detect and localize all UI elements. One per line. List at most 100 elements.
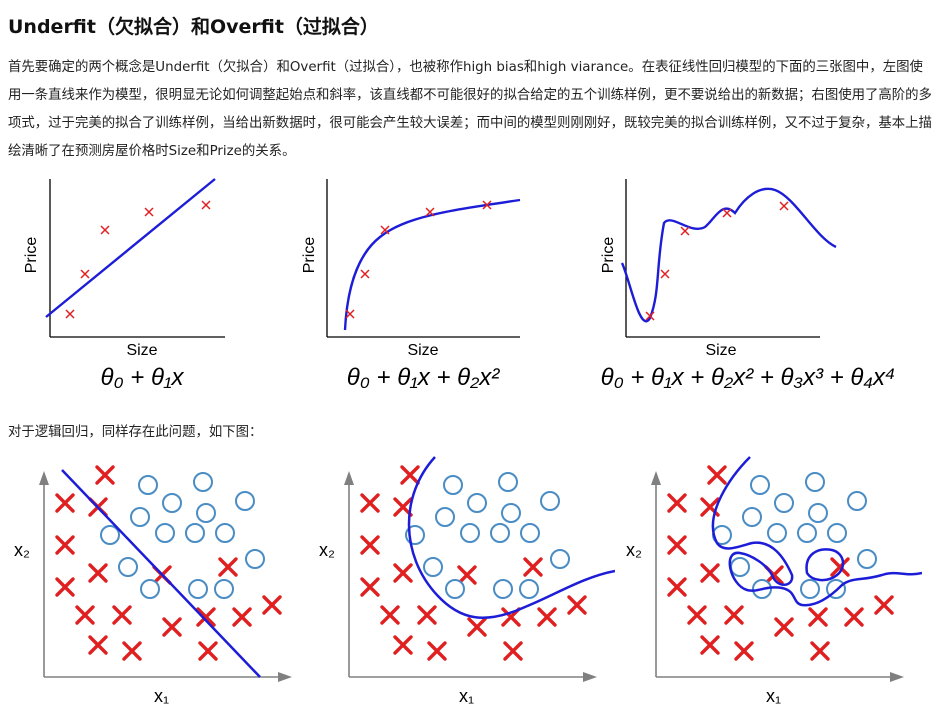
y-axis-label: Price — [600, 237, 617, 274]
class-cross-point — [75, 605, 95, 625]
training-point — [80, 269, 90, 279]
class-circle-point — [730, 557, 750, 577]
class-cross-point — [808, 607, 828, 627]
fit-curve — [343, 198, 521, 331]
x-axis-label: Size — [705, 342, 736, 359]
x-axis-label: Size — [126, 342, 157, 359]
class-circle-point — [445, 579, 465, 599]
classification-panel-overfit: x₂ x₁ — [626, 456, 922, 706]
class-circle-point — [490, 523, 510, 543]
training-point — [100, 225, 110, 235]
class-cross-point — [503, 641, 523, 661]
class-circle-point — [185, 523, 205, 543]
class-circle-point — [100, 525, 120, 545]
class-circle-point — [214, 579, 234, 599]
classification-panel-underfit: x₂ x₁ — [14, 465, 292, 706]
class-cross-point — [262, 595, 282, 615]
class-cross-point — [810, 641, 830, 661]
class-circle-point — [808, 503, 828, 523]
class-cross-point — [88, 563, 108, 583]
class-cross-point — [874, 595, 894, 615]
class-circle-point — [767, 523, 787, 543]
class-cross-point — [667, 577, 687, 597]
class-circle-point — [800, 579, 820, 599]
class-circle-point — [188, 579, 208, 599]
decision-boundary — [407, 456, 615, 619]
class-circle-point — [235, 491, 255, 511]
class-circle-point — [847, 491, 867, 511]
training-point — [779, 201, 789, 211]
training-point — [660, 269, 670, 279]
training-point — [65, 309, 75, 319]
decision-boundary — [61, 469, 261, 678]
class-cross-point — [393, 563, 413, 583]
class-circle-point — [774, 493, 794, 513]
class-cross-point — [198, 641, 218, 661]
training-point — [645, 311, 655, 321]
class-circle-point — [857, 549, 877, 569]
axes — [344, 471, 597, 682]
class-cross-point — [667, 493, 687, 513]
class-cross-point — [393, 635, 413, 655]
axes — [651, 471, 904, 682]
fit-line — [45, 178, 216, 318]
class-cross-point — [55, 535, 75, 555]
class-circle-point — [493, 579, 513, 599]
training-point — [425, 207, 435, 217]
class-cross-point — [667, 535, 687, 555]
y-axis-label: Price — [301, 237, 318, 274]
class-cross-point — [112, 605, 132, 625]
class-circle-point — [460, 523, 480, 543]
class-circle-point — [467, 493, 487, 513]
x-axis-label: Size — [407, 342, 438, 359]
class-circle-point — [519, 579, 539, 599]
class-circle-point — [435, 507, 455, 527]
class-cross-point — [687, 605, 707, 625]
y-axis-label: Price — [23, 237, 40, 274]
class-cross-point — [393, 497, 413, 517]
class-cross-point — [427, 641, 447, 661]
class-cross-point — [700, 563, 720, 583]
regression-panel-overfit: Price Size θ₀ + θ₁x + θ₂x² + θ₃x³ + θ₄x⁴ — [600, 179, 895, 391]
class-cross-point — [724, 605, 744, 625]
regression-panel-just-right: Price Size θ₀ + θ₁x + θ₂x² — [301, 179, 521, 391]
class-circle-point — [423, 557, 443, 577]
x2-axis-label: x₂ — [14, 540, 30, 560]
class-cross-point — [700, 635, 720, 655]
class-cross-point — [774, 617, 794, 637]
classification-panel-just-right: x₂ x₁ — [319, 456, 615, 706]
class-circle-point — [138, 475, 158, 495]
training-point — [360, 269, 370, 279]
class-circle-point — [196, 503, 216, 523]
class-cross-point — [457, 565, 477, 585]
x1-axis-label: x₁ — [766, 686, 781, 706]
x1-axis-label: x₁ — [154, 686, 169, 706]
class-cross-point — [95, 465, 115, 485]
regression-panel-underfit: Price Size θ₀ + θ₁x — [23, 178, 225, 391]
class-cross-point — [88, 635, 108, 655]
class-cross-point — [844, 607, 864, 627]
article-paragraph: 首先要确定的两个概念是Underfit（欠拟合）和Overfit（过拟合），也被… — [8, 60, 932, 159]
decision-boundary-island — [805, 548, 845, 582]
class-cross-point — [734, 641, 754, 661]
class-circle-point — [797, 523, 817, 543]
class-cross-point — [232, 607, 252, 627]
training-point — [680, 226, 690, 236]
training-point — [345, 309, 355, 319]
class-circle-point — [118, 557, 138, 577]
class-circle-point — [520, 523, 540, 543]
fit-curve — [620, 187, 837, 323]
class-cross-point — [162, 617, 182, 637]
class-circle-point — [215, 523, 235, 543]
class-circle-point — [550, 549, 570, 569]
class-cross-point — [122, 641, 142, 661]
x2-axis-label: x₂ — [626, 540, 642, 560]
class-circle-point — [162, 493, 182, 513]
x1-axis-label: x₁ — [459, 686, 474, 706]
class-cross-point — [467, 617, 487, 637]
class-cross-point — [400, 465, 420, 485]
model-formula: θ₀ + θ₁x + θ₂x² — [347, 364, 501, 391]
class-cross-point — [55, 577, 75, 597]
class-cross-point — [218, 557, 238, 577]
training-point — [722, 208, 732, 218]
